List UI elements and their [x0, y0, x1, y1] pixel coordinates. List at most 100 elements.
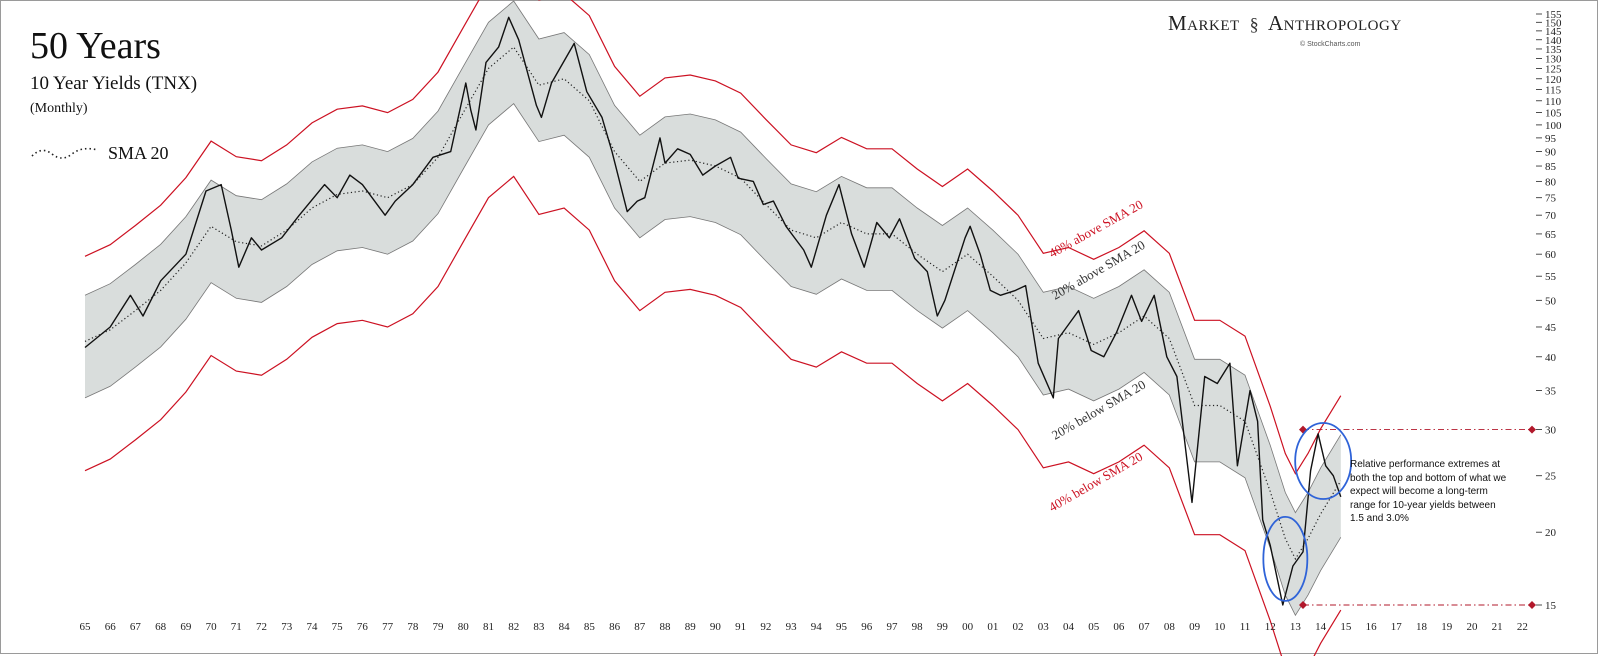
reference-marker-start-15	[1299, 601, 1307, 609]
x-tick-label-09: 09	[1189, 621, 1201, 633]
x-tick-label-66: 66	[105, 621, 117, 633]
y-tick-label-75: 75	[1545, 193, 1557, 205]
highlight-circle-2	[1294, 422, 1353, 500]
source-credit: © StockCharts.com	[1300, 41, 1361, 48]
x-tick-label-93: 93	[786, 621, 798, 633]
y-tick-label-25: 25	[1545, 471, 1557, 483]
x-tick-label-88: 88	[660, 621, 672, 633]
y-tick-label-55: 55	[1545, 271, 1557, 283]
annotation-note: Relative performance extremes at both th…	[1350, 459, 1507, 524]
x-tick-label-03: 03	[1038, 621, 1050, 633]
x-tick-label-11: 11	[1240, 621, 1251, 633]
x-tick-label-12: 12	[1265, 621, 1276, 633]
chart-title: 50 Years	[30, 25, 161, 67]
x-tick-label-02: 02	[1013, 621, 1024, 633]
label-minus40: 40% below SMA 20	[1046, 449, 1145, 515]
x-tick-label-70: 70	[206, 621, 218, 633]
y-tick-label-120: 120	[1545, 74, 1562, 86]
x-tick-label-04: 04	[1063, 621, 1075, 633]
x-tick-label-89: 89	[685, 621, 697, 633]
x-tick-label-80: 80	[458, 621, 470, 633]
chart-subtitle: 10 Year Yields (TNX)	[30, 73, 198, 94]
x-tick-label-05: 05	[1088, 621, 1100, 633]
x-tick-label-14: 14	[1315, 621, 1327, 633]
y-tick-label-95: 95	[1545, 133, 1557, 145]
x-tick-label-01: 01	[987, 621, 998, 633]
x-tick-label-00: 00	[962, 621, 974, 633]
x-tick-label-21: 21	[1492, 621, 1503, 633]
band-plus40-line	[84, 0, 1342, 475]
x-tick-label-96: 96	[861, 621, 873, 633]
x-tick-label-10: 10	[1214, 621, 1226, 633]
x-tick-label-72: 72	[256, 621, 267, 633]
x-tick-label-98: 98	[912, 621, 924, 633]
y-tick-label-140: 140	[1545, 35, 1562, 47]
y-tick-label-150: 150	[1545, 17, 1562, 29]
y-tick-label-130: 130	[1545, 54, 1562, 66]
x-tick-label-94: 94	[811, 621, 823, 633]
band-minus40-line	[84, 175, 1342, 656]
x-tick-label-19: 19	[1441, 621, 1453, 633]
y-tick-label-65: 65	[1545, 229, 1557, 241]
y-tick-label-45: 45	[1545, 322, 1557, 334]
y-tick-label-50: 50	[1545, 295, 1557, 307]
y-tick-label-30: 30	[1545, 425, 1557, 437]
legend-sma-label: SMA 20	[108, 143, 169, 163]
legend-sma-swatch	[31, 147, 99, 159]
legend: SMA 20	[30, 143, 169, 164]
x-tick-label-20: 20	[1466, 621, 1478, 633]
x-tick-label-99: 99	[937, 621, 949, 633]
x-tick-label-17: 17	[1391, 621, 1403, 633]
x-tick-label-95: 95	[836, 621, 848, 633]
x-tick-label-69: 69	[180, 621, 192, 633]
brand-left: Market	[1168, 11, 1240, 35]
x-tick-label-79: 79	[433, 621, 445, 633]
x-tick-label-71: 71	[231, 621, 242, 633]
y-tick-label-145: 145	[1545, 26, 1562, 38]
x-tick-label-13: 13	[1290, 621, 1302, 633]
y-tick-label-100: 100	[1545, 120, 1562, 132]
band-minus20-line	[84, 103, 1342, 617]
y-tick-label-90: 90	[1545, 147, 1557, 159]
tnx-price-line	[84, 16, 1342, 606]
x-tick-label-85: 85	[584, 621, 596, 633]
x-tick-label-86: 86	[609, 621, 621, 633]
x-tick-label-15: 15	[1340, 621, 1352, 633]
x-tick-label-18: 18	[1416, 621, 1428, 633]
x-tick-label-83: 83	[533, 621, 545, 633]
band-plus20-line	[84, 0, 1342, 514]
y-tick-label-115: 115	[1545, 85, 1562, 97]
y-tick-label-60: 60	[1545, 249, 1557, 261]
brand-right: Anthropology	[1268, 11, 1402, 35]
y-tick-label-80: 80	[1545, 176, 1557, 188]
y-tick-label-70: 70	[1545, 210, 1557, 222]
y-tick-label-35: 35	[1545, 386, 1557, 398]
chart-period: (Monthly)	[30, 101, 88, 116]
x-tick-label-75: 75	[332, 621, 344, 633]
x-tick-label-22: 22	[1517, 621, 1528, 633]
highlight-circle-1	[1262, 515, 1309, 602]
x-tick-label-97: 97	[886, 621, 898, 633]
y-tick-label-135: 135	[1545, 44, 1562, 56]
x-tick-label-87: 87	[634, 621, 646, 633]
y-tick-label-20: 20	[1545, 527, 1557, 539]
x-tick-label-84: 84	[559, 621, 571, 633]
x-tick-label-73: 73	[281, 621, 293, 633]
brand-logo: Market § Anthropology	[1168, 11, 1402, 36]
x-tick-label-78: 78	[407, 621, 419, 633]
reference-marker-end-15	[1528, 601, 1536, 609]
x-tick-label-65: 65	[80, 621, 92, 633]
x-tick-label-68: 68	[155, 621, 167, 633]
x-tick-label-06: 06	[1113, 621, 1125, 633]
x-tick-label-16: 16	[1366, 621, 1378, 633]
x-tick-label-91: 91	[735, 621, 746, 633]
x-tick-label-74: 74	[306, 621, 318, 633]
y-tick-label-110: 110	[1545, 96, 1562, 108]
reference-marker-end-30	[1528, 425, 1536, 434]
x-tick-label-07: 07	[1139, 621, 1151, 633]
y-tick-label-15: 15	[1545, 600, 1557, 612]
x-tick-label-92: 92	[760, 621, 771, 633]
x-tick-label-76: 76	[357, 621, 369, 633]
